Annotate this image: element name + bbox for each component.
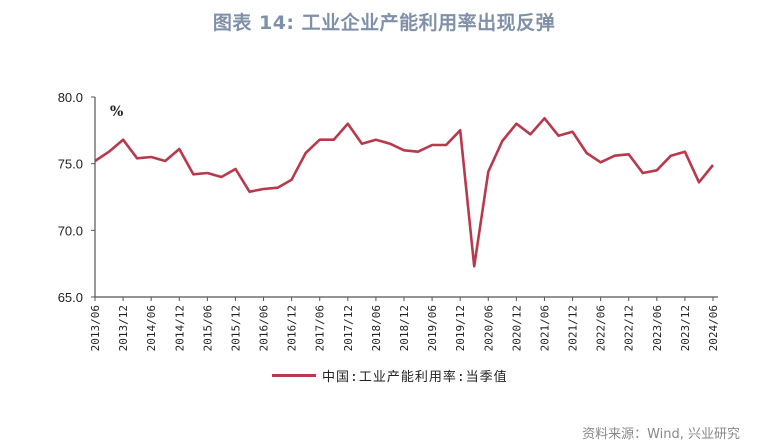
y-axis: 80.0 75.0 70.0 65.0 [58,90,96,305]
x-tick-label: 2019/12 [454,305,467,351]
legend: 中国:工业产能利用率:当季值 [272,366,508,385]
x-tick-label: 2017/12 [342,305,355,351]
x-tick-label: 2014/06 [145,305,158,351]
x-tick-label: 2016/12 [286,305,299,351]
x-tick-label: 2013/12 [117,305,130,351]
x-tick-label: 2020/12 [510,305,523,351]
x-tick-label: 2020/06 [482,305,495,351]
x-tick-label: 2024/06 [707,305,720,351]
x-tick-label: 2021/12 [567,305,580,351]
x-tick-label: 2023/06 [651,305,664,351]
x-tick-label: 2018/06 [370,305,383,351]
y-tick-label: 65.0 [58,290,83,305]
x-tick-label: 2016/06 [258,305,271,351]
x-tick-label: 2021/06 [538,305,551,351]
capacity-utilization-line [94,117,715,268]
source-note: 资料来源：Wind, 兴业研究 [582,427,740,442]
x-tick-label: 2015/12 [229,305,242,351]
legend-label: 中国:工业产能利用率:当季值 [322,370,508,385]
x-tick-label: 2019/06 [426,305,439,351]
y-tick-label: 75.0 [58,157,83,172]
x-tick-label: 2015/06 [201,305,214,351]
x-tick-label: 2014/12 [173,305,186,351]
x-tick-label: 2013/06 [89,305,102,351]
unit-label: % [110,104,123,120]
x-tick-label: 2023/12 [679,305,692,351]
x-tick-label: 2022/06 [595,305,608,351]
x-tick-label: 2018/12 [398,305,411,351]
x-axis: 2013/06 2013/12 2014/06 2014/12 2015/06 2015/… [89,296,720,351]
y-tick-label: 70.0 [58,223,83,238]
legend-line-swatch [272,374,316,377]
chart-title: 图表 14: 工业企业产能利用率出现反弹 [212,12,556,34]
y-tick-label: 80.0 [58,90,83,105]
x-tick-label: 2022/12 [623,305,636,351]
x-tick-label: 2017/06 [314,305,327,351]
